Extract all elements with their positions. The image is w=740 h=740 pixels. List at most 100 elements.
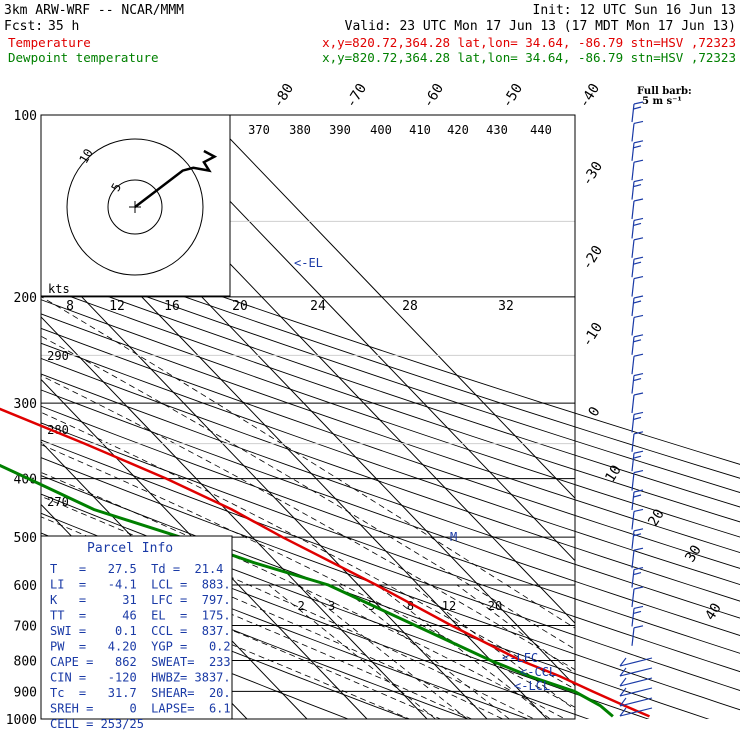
- wind-speed-label-20: 20: [232, 299, 248, 314]
- mixing-line-8: [376, 584, 551, 719]
- wind-barb-flag: [633, 411, 644, 415]
- temperature-label-20: 20: [645, 506, 668, 529]
- wind-barb-flag: [633, 378, 642, 382]
- wind-speed-label-24: 24: [310, 299, 326, 314]
- mixing-line-20: [456, 584, 575, 675]
- dry-adiabat-lines: [41, 232, 740, 719]
- temperature-label--60: -60: [420, 81, 447, 111]
- mixing-line-12: [411, 584, 575, 711]
- mixing-line-5: [338, 584, 510, 719]
- dry-adiabat-260: [41, 573, 410, 719]
- hodograph-units: kts: [48, 282, 70, 296]
- wind-barb-flag: [633, 295, 644, 299]
- mixing-ratio-lines: [268, 584, 575, 719]
- wind-speed-label-28: 28: [402, 299, 418, 314]
- wind-barb-staff: [631, 220, 635, 239]
- theta-label-280: 280: [47, 423, 69, 437]
- wind-barb-staff: [631, 375, 635, 394]
- isotherm-0: [41, 253, 488, 719]
- wind-barb-staff: [619, 677, 653, 687]
- wind-barb-flag: [633, 159, 644, 163]
- pressure-label-100: 100: [14, 109, 37, 124]
- dry-adiabat-390: [41, 342, 740, 586]
- wind-speed-label-16: 16: [164, 299, 180, 314]
- parcel-info-title: Parcel Info: [87, 541, 173, 556]
- wind-barb-staff: [619, 687, 653, 697]
- temperature-label--50: -50: [499, 81, 526, 111]
- wind-barb-flag: [633, 373, 644, 377]
- pressure-label-800: 800: [14, 654, 37, 669]
- wind-barb-staff: [631, 588, 635, 608]
- wind-barb-flag: [633, 179, 644, 183]
- wind-barb-flag: [633, 610, 642, 614]
- isotherm-50: [206, 115, 575, 499]
- dry-adiabat-470: [41, 232, 740, 465]
- wind-barb-staff: [631, 162, 635, 181]
- wind-speed-scale: 8 12 16 20 24 28 32: [66, 299, 514, 314]
- theta-label-410: 410: [409, 123, 431, 137]
- wind-barb-flag: [633, 353, 644, 357]
- parcel-info-row: Tc = 31.7 SHEAR= 20.: [50, 686, 231, 700]
- hodograph-inset: 5 10 kts: [40, 114, 231, 297]
- parcel-info-row: LI = -4.1 LCL = 883.: [50, 578, 231, 592]
- full-barb-label: Full barb:: [637, 86, 692, 97]
- pressure-label-500: 500: [14, 531, 37, 546]
- parcel-info-row: CIN = -120 HWBZ= 3837.: [50, 671, 231, 685]
- mixing-ratio-label-2: 2: [298, 599, 305, 613]
- wind-barb-flag: [633, 508, 644, 512]
- wind-barb-flag: [633, 237, 644, 241]
- wind-barb-staff: [631, 608, 635, 627]
- wind-barb-staff: [631, 491, 635, 511]
- wind-barb-flag: [633, 392, 644, 396]
- wind-barb-staff: [631, 259, 635, 278]
- wind-barb-staff: [631, 453, 635, 472]
- parcel-info-row: SWI = 0.1 CCL = 837.: [50, 624, 231, 638]
- wind-barb-flag: [633, 470, 644, 474]
- wind-barb-flag: [633, 450, 644, 454]
- wind-barb-flag: [633, 605, 644, 609]
- wind-barb-flag: [633, 431, 644, 435]
- lcl-marker: <-LCL: [514, 679, 550, 693]
- dry-adiabat-410: [41, 313, 740, 554]
- dry-adiabat-360: [41, 389, 740, 636]
- m-marker: M: [450, 530, 457, 544]
- wind-barb-flag: [633, 101, 644, 105]
- wind-barb-staff: [631, 627, 635, 646]
- wind-barb-staff: [631, 530, 635, 549]
- temperature-label--10: -10: [579, 320, 606, 350]
- forecast-label: Fcst:: [4, 19, 43, 34]
- wind-barb-staff: [631, 336, 635, 355]
- dewpoint-legend-label: Dewpoint temperature: [8, 50, 159, 65]
- wind-barb-staff: [631, 317, 635, 336]
- parcel-info-row: SREH = 0 LAPSE= 6.1: [50, 702, 231, 716]
- theta-label-400: 400: [370, 123, 392, 137]
- theta-labels: 370 380 390 400 410 420 430 440 290 280 270: [47, 123, 552, 509]
- dewpoint-profile: [0, 463, 614, 718]
- wind-barb-flag: [633, 334, 644, 338]
- mixing-ratio-labels: 2 3 5 8 12 20: [298, 599, 503, 613]
- dry-adiabat-320: [41, 457, 740, 711]
- wind-barb-staff: [631, 472, 635, 491]
- dry-adiabat-310: [41, 475, 710, 719]
- parcel-info-row: T = 27.5 Td = 21.4: [50, 562, 223, 576]
- wind-barb-flag: [633, 533, 642, 537]
- wind-barb-flag: [633, 489, 644, 493]
- wind-barb-flag: [619, 677, 627, 687]
- moist-adiabat-10: [41, 495, 535, 719]
- parcel-info-row: K = 31 LFC = 797.: [50, 593, 231, 607]
- pressure-label-600: 600: [14, 579, 37, 594]
- wind-barb-staff: [631, 356, 635, 375]
- dry-adiabat-300: [41, 493, 650, 719]
- wind-speed-label-12: 12: [109, 299, 125, 314]
- mixing-line-3: [298, 584, 468, 719]
- hodograph-ring-label-10: 10: [76, 146, 95, 166]
- wind-barb-flag: [633, 567, 644, 571]
- wind-barb-flag: [633, 217, 644, 221]
- valid-time: Valid: 23 UTC Mon 17 Jun 13 (17 MDT Mon …: [345, 19, 736, 34]
- wind-barb-staff: [619, 667, 653, 677]
- moist-adiabat-40: [41, 296, 575, 629]
- wind-barb-flag: [633, 625, 644, 629]
- temperature-legend-label: Temperature: [8, 35, 91, 50]
- temperature-label--20: -20: [579, 243, 606, 273]
